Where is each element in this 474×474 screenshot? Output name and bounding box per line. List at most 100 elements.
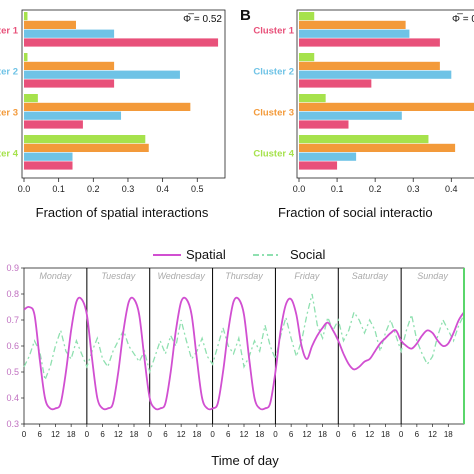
x-tick-label: 12 bbox=[177, 430, 186, 439]
panel-b-bars: Cluster 1 Cluster 2 Cluster 3 Cluster 4 bbox=[253, 12, 474, 170]
bar bbox=[24, 135, 146, 144]
x-tick-label: 0.0 bbox=[18, 184, 31, 194]
x-tick-label: 0.3 bbox=[122, 184, 135, 194]
x-tick-label: 18 bbox=[381, 430, 390, 439]
x-tick-label: 0.1 bbox=[52, 184, 65, 194]
x-tick-label: 18 bbox=[318, 430, 327, 439]
panel-c-lines bbox=[23, 293, 465, 411]
x-tick-label: 18 bbox=[192, 430, 201, 439]
bar bbox=[24, 38, 219, 47]
x-tick-label: 6 bbox=[415, 430, 420, 439]
panel-c: Monday Tuesday Wednesday Thursday Friday Satu… bbox=[6, 263, 465, 468]
x-tick-label: 0.5 bbox=[191, 184, 204, 194]
bar bbox=[299, 143, 456, 152]
bar bbox=[299, 38, 440, 47]
panel-a-phi-annotation: Φ̅ = 0.52 bbox=[183, 13, 222, 25]
y-tick-label: 0.6 bbox=[6, 341, 19, 351]
panel-c-xlabel: Time of day bbox=[211, 453, 279, 468]
bar bbox=[24, 143, 149, 152]
bar bbox=[299, 12, 315, 21]
bar bbox=[299, 20, 406, 29]
bar bbox=[299, 102, 474, 111]
y-tick-label: 0.4 bbox=[6, 393, 19, 403]
bar bbox=[24, 53, 28, 62]
x-tick-label: 0 bbox=[22, 430, 27, 439]
day-label: Friday bbox=[294, 271, 320, 281]
day-label: Thursday bbox=[225, 271, 263, 281]
bar bbox=[299, 120, 349, 129]
x-tick-label: 6 bbox=[352, 430, 357, 439]
bar bbox=[24, 70, 180, 79]
x-tick-label: 18 bbox=[444, 430, 453, 439]
day-label: Tuesday bbox=[101, 271, 135, 281]
day-labels: Monday Tuesday Wednesday Thursday Friday Satu… bbox=[39, 271, 448, 281]
panel-c-legend: Spatial Social bbox=[153, 247, 326, 262]
y-tick-label: 0.9 bbox=[6, 263, 19, 273]
bar bbox=[24, 29, 115, 38]
bar bbox=[299, 53, 315, 62]
y-tick-label: 0.3 bbox=[6, 419, 19, 429]
category-label: Cluster 2 bbox=[253, 67, 294, 78]
series-line-social bbox=[23, 293, 465, 383]
bar bbox=[24, 111, 122, 120]
bar bbox=[24, 20, 76, 29]
x-tick-label: 6 bbox=[289, 430, 294, 439]
category-label: Cluster 2 bbox=[0, 67, 18, 78]
x-tick-label: 18 bbox=[255, 430, 264, 439]
category-label: Cluster 1 bbox=[0, 26, 19, 37]
x-tick-label: 6 bbox=[100, 430, 105, 439]
bar bbox=[24, 120, 83, 129]
panel-a-x-ticks: 0.0 0.1 0.2 0.3 0.4 0.5 bbox=[18, 178, 204, 194]
x-tick-label: 0.0 bbox=[293, 184, 306, 194]
panel-b-xlabel: Fraction of social interactio bbox=[278, 205, 433, 220]
bar bbox=[24, 152, 73, 161]
panel-a-xlabel: Fraction of spatial interactions bbox=[36, 205, 209, 220]
bar bbox=[299, 94, 326, 103]
x-tick-label: 12 bbox=[240, 430, 249, 439]
panel-b-letter: B bbox=[240, 7, 251, 24]
x-tick-label: 0 bbox=[85, 430, 90, 439]
bar bbox=[24, 161, 73, 170]
legend-social-label: Social bbox=[290, 247, 326, 262]
y-tick-label: 0.5 bbox=[6, 367, 19, 377]
x-tick-label: 18 bbox=[67, 430, 76, 439]
x-tick-label: 0 bbox=[210, 430, 215, 439]
bar bbox=[299, 161, 338, 170]
category-label: Cluster 4 bbox=[253, 149, 294, 160]
panel-c-y-ticks: 0.3 0.4 0.5 0.6 0.7 0.8 0.9 bbox=[6, 263, 24, 429]
bar bbox=[24, 79, 115, 88]
series-line-spatial bbox=[23, 296, 465, 411]
x-tick-label: 0.3 bbox=[407, 184, 420, 194]
x-tick-label: 0.2 bbox=[369, 184, 382, 194]
bar bbox=[24, 61, 115, 70]
panel-a-bars: Cluster 1 Cluster 2 Cluster 3 Cluster 4 bbox=[0, 12, 219, 170]
x-tick-label: 12 bbox=[428, 430, 437, 439]
x-tick-label: 12 bbox=[114, 430, 123, 439]
bar bbox=[24, 94, 38, 103]
x-tick-label: 6 bbox=[163, 430, 168, 439]
bar bbox=[299, 111, 402, 120]
bar bbox=[299, 61, 440, 70]
day-label: Saturday bbox=[352, 271, 389, 281]
panel-b-plot-area bbox=[296, 9, 474, 179]
panel-b-phi-annotation: Φ̅ = 0. bbox=[452, 13, 474, 25]
category-label: Cluster 1 bbox=[253, 26, 294, 37]
y-tick-label: 0.8 bbox=[6, 289, 19, 299]
bar bbox=[24, 102, 191, 111]
x-tick-label: 0 bbox=[147, 430, 152, 439]
x-tick-label: 18 bbox=[130, 430, 139, 439]
x-tick-label: 0.4 bbox=[156, 184, 169, 194]
x-tick-label: 0.1 bbox=[331, 184, 344, 194]
panel-b-x-ticks: 0.00.10.20.30.40.5 bbox=[293, 178, 458, 194]
bar bbox=[24, 12, 28, 21]
day-label: Wednesday bbox=[157, 271, 205, 281]
x-tick-label: 0.2 bbox=[87, 184, 100, 194]
bar bbox=[299, 135, 429, 144]
x-tick-label: 6 bbox=[37, 430, 42, 439]
x-tick-label: 0 bbox=[399, 430, 404, 439]
y-tick-label: 0.7 bbox=[6, 315, 19, 325]
day-separators bbox=[86, 268, 402, 424]
